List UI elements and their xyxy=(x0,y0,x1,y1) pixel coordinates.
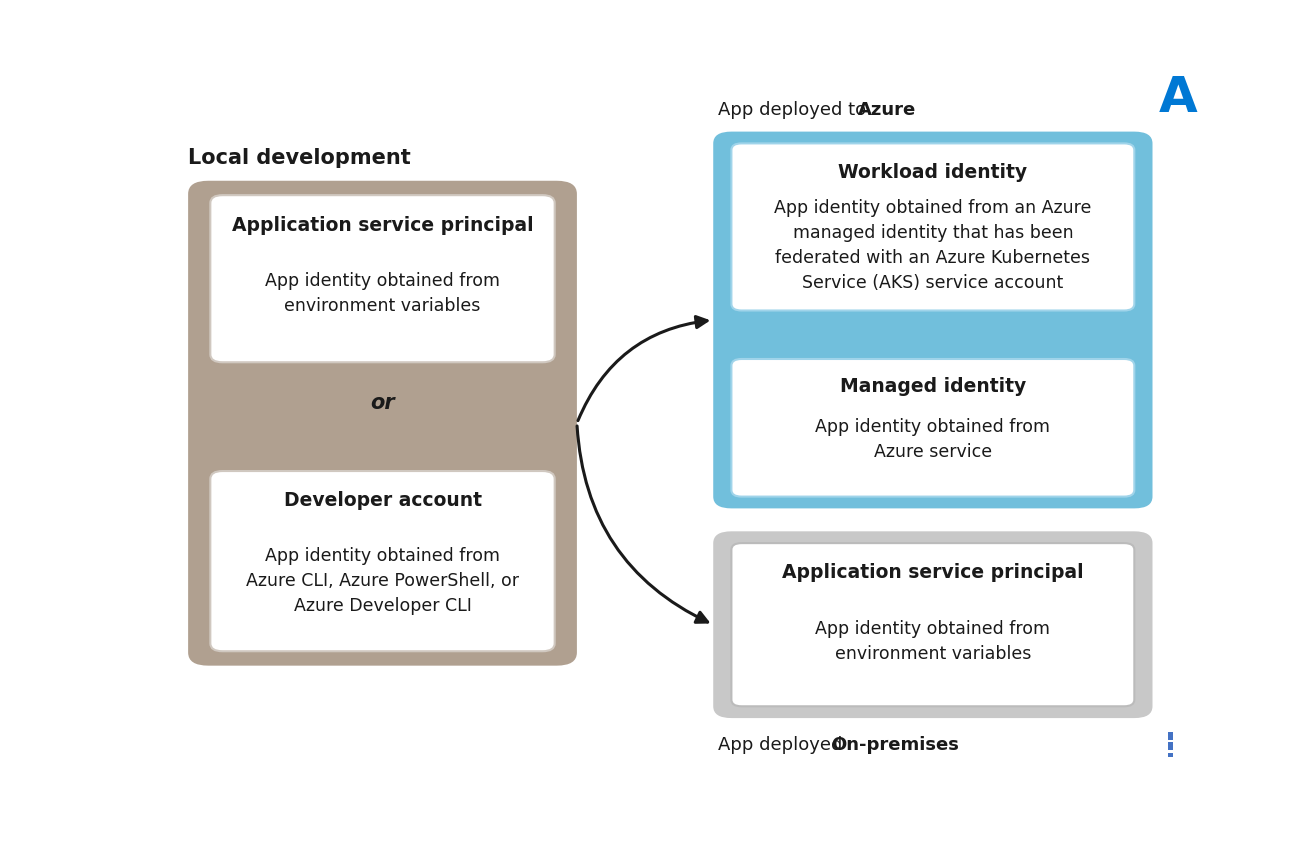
Bar xyxy=(1167,753,1179,761)
FancyBboxPatch shape xyxy=(713,132,1153,508)
Text: App deployed to: App deployed to xyxy=(718,100,872,118)
Bar xyxy=(1200,753,1212,761)
Bar xyxy=(1200,732,1212,740)
Text: App deployed: App deployed xyxy=(718,736,848,755)
Text: On-premises: On-premises xyxy=(831,736,959,755)
FancyBboxPatch shape xyxy=(731,359,1135,497)
FancyBboxPatch shape xyxy=(713,531,1153,718)
Text: Developer account: Developer account xyxy=(284,491,482,510)
Text: Workload identity: Workload identity xyxy=(838,163,1028,182)
Text: Managed identity: Managed identity xyxy=(839,377,1025,397)
Bar xyxy=(1200,742,1212,751)
Text: App identity obtained from
environment variables: App identity obtained from environment v… xyxy=(816,620,1050,663)
Text: Azure: Azure xyxy=(857,100,916,118)
Text: Application service principal: Application service principal xyxy=(782,563,1084,582)
Text: Local development: Local development xyxy=(188,147,410,168)
Text: App identity obtained from
Azure service: App identity obtained from Azure service xyxy=(816,418,1050,461)
FancyBboxPatch shape xyxy=(210,195,555,363)
FancyBboxPatch shape xyxy=(210,471,555,651)
Text: A: A xyxy=(1158,74,1197,122)
Bar xyxy=(1167,742,1179,751)
FancyBboxPatch shape xyxy=(188,180,577,665)
FancyBboxPatch shape xyxy=(731,543,1135,706)
FancyBboxPatch shape xyxy=(731,144,1135,311)
Text: App identity obtained from
Azure CLI, Azure PowerShell, or
Azure Developer CLI: App identity obtained from Azure CLI, Az… xyxy=(246,547,519,614)
Text: App identity obtained from
environment variables: App identity obtained from environment v… xyxy=(265,271,500,315)
Bar xyxy=(1167,732,1179,740)
Bar xyxy=(1184,753,1196,761)
Bar xyxy=(1184,732,1196,740)
Bar xyxy=(1184,742,1196,751)
Text: App identity obtained from an Azure
managed identity that has been
federated wit: App identity obtained from an Azure mana… xyxy=(774,199,1092,292)
Text: Application service principal: Application service principal xyxy=(232,216,533,235)
Text: or: or xyxy=(370,393,395,413)
